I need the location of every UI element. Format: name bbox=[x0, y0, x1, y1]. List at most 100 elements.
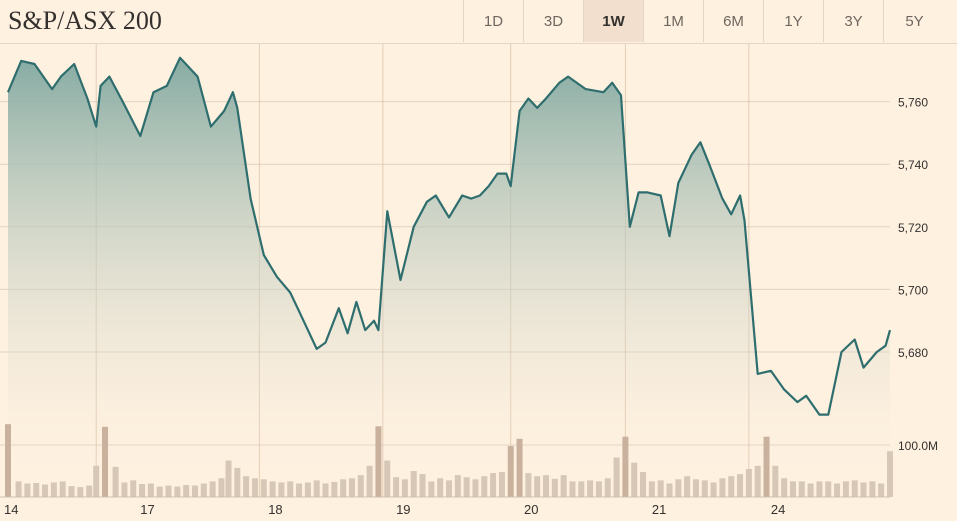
y-tick-label: 5,680 bbox=[898, 346, 928, 360]
volume-bar bbox=[604, 478, 611, 497]
x-tick-label: 21 bbox=[652, 502, 666, 517]
volume-bar bbox=[595, 481, 602, 497]
volume-bar bbox=[296, 483, 303, 497]
volume-bar bbox=[710, 482, 717, 497]
volume-bar bbox=[745, 468, 752, 497]
volume-bar bbox=[569, 481, 576, 497]
volume-bar bbox=[200, 483, 207, 497]
volume-bar bbox=[490, 473, 497, 497]
volume-bar bbox=[251, 478, 258, 497]
tab-6m[interactable]: 6M bbox=[703, 0, 763, 42]
volume-bar bbox=[77, 487, 84, 497]
volume-bar bbox=[410, 471, 417, 497]
volume-bar bbox=[613, 457, 620, 497]
volume-bar bbox=[384, 460, 391, 497]
volume-bar bbox=[851, 480, 858, 497]
volume-bar bbox=[798, 481, 805, 497]
tab-3d[interactable]: 3D bbox=[523, 0, 583, 42]
volume-bar bbox=[5, 424, 11, 497]
volume-bar bbox=[304, 482, 311, 497]
y-tick-label: 5,740 bbox=[898, 158, 928, 172]
volume-bar bbox=[587, 480, 594, 497]
volume-bar bbox=[657, 480, 664, 497]
volume-bar bbox=[102, 426, 109, 497]
volume-bar bbox=[15, 481, 22, 497]
volume-bar bbox=[842, 481, 849, 497]
tab-5y[interactable]: 5Y bbox=[883, 0, 945, 42]
x-tick-label: 20 bbox=[524, 502, 538, 517]
volume-bar bbox=[807, 483, 814, 497]
x-tick-label: 19 bbox=[396, 502, 410, 517]
tab-1m[interactable]: 1M bbox=[643, 0, 703, 42]
volume-bar bbox=[640, 472, 647, 497]
volume-bar bbox=[165, 485, 172, 497]
y-tick-label: 5,700 bbox=[898, 283, 928, 297]
volume-bar bbox=[454, 475, 461, 497]
volume-bar bbox=[68, 486, 75, 497]
volume-bar bbox=[331, 481, 338, 497]
volume-bar bbox=[121, 482, 128, 497]
volume-bar bbox=[50, 482, 57, 497]
volume-bar bbox=[825, 481, 832, 497]
volume-bar bbox=[446, 480, 452, 497]
volume-bar bbox=[772, 465, 779, 497]
x-tick-label: 18 bbox=[268, 502, 282, 517]
volume-bar bbox=[551, 478, 558, 497]
x-tick-label: 17 bbox=[140, 502, 154, 517]
volume-bar bbox=[348, 478, 355, 497]
volume-bar bbox=[59, 481, 66, 497]
volume-bar bbox=[737, 474, 744, 497]
volume-bar bbox=[816, 481, 823, 497]
x-tick-label: 14 bbox=[4, 502, 18, 517]
volume-bar bbox=[33, 482, 40, 497]
volume-bar bbox=[218, 478, 225, 497]
volume-bar bbox=[878, 483, 885, 497]
volume-bar bbox=[437, 478, 444, 497]
tab-1d[interactable]: 1D bbox=[463, 0, 523, 42]
price-line bbox=[6, 56, 892, 416]
volume-bar bbox=[692, 479, 699, 497]
volume-bar bbox=[428, 481, 435, 497]
time-range-tabs: 1D 3D 1W 1M 6M 1Y 3Y 5Y bbox=[463, 0, 945, 44]
volume-bar bbox=[789, 481, 796, 497]
volume-bar bbox=[701, 480, 708, 497]
price-area bbox=[8, 57, 890, 493]
volume-bar bbox=[666, 483, 673, 497]
y-tick-label: 5,760 bbox=[898, 96, 928, 110]
tab-3y[interactable]: 3Y bbox=[823, 0, 883, 42]
volume-bar bbox=[401, 479, 408, 497]
chart-header: S&P/ASX 200 1D 3D 1W 1M 6M 1Y 3Y 5Y bbox=[0, 0, 957, 44]
volume-bar bbox=[860, 482, 867, 497]
volume-bar bbox=[86, 485, 93, 497]
volume-bar bbox=[472, 479, 479, 497]
volume-bar bbox=[887, 451, 893, 497]
volume-bar bbox=[260, 479, 267, 497]
volume-bar bbox=[481, 476, 488, 497]
volume-bar bbox=[684, 476, 691, 497]
volume-bar bbox=[463, 477, 470, 497]
volume-bar bbox=[516, 438, 523, 497]
volume-bar bbox=[191, 485, 198, 497]
volume-bar bbox=[578, 481, 585, 497]
volume-bar bbox=[287, 481, 294, 497]
tab-1w[interactable]: 1W bbox=[583, 0, 643, 42]
volume-bar bbox=[781, 478, 788, 497]
price-volume-chart: 5,680 5,700 5,720 5,740 5,760 100.0M 14 17 18 19 2… bbox=[0, 44, 938, 517]
volume-bar bbox=[225, 460, 232, 497]
volume-bar bbox=[93, 465, 100, 497]
volume-bar bbox=[147, 483, 154, 497]
y-tick-label: 5,720 bbox=[898, 221, 928, 235]
volume-bar bbox=[419, 474, 426, 497]
x-tick-label: 24 bbox=[771, 502, 785, 517]
volume-bar bbox=[498, 472, 505, 497]
volume-bar bbox=[234, 467, 241, 497]
volume-bar bbox=[322, 483, 329, 497]
volume-bar bbox=[675, 479, 682, 497]
volume-bar bbox=[648, 481, 655, 497]
volume-bar bbox=[313, 480, 320, 497]
volume-bar bbox=[340, 479, 347, 497]
volume-bar bbox=[525, 473, 532, 497]
volume-bar bbox=[375, 426, 382, 497]
tab-1y[interactable]: 1Y bbox=[763, 0, 823, 42]
volume-bar bbox=[622, 436, 629, 497]
